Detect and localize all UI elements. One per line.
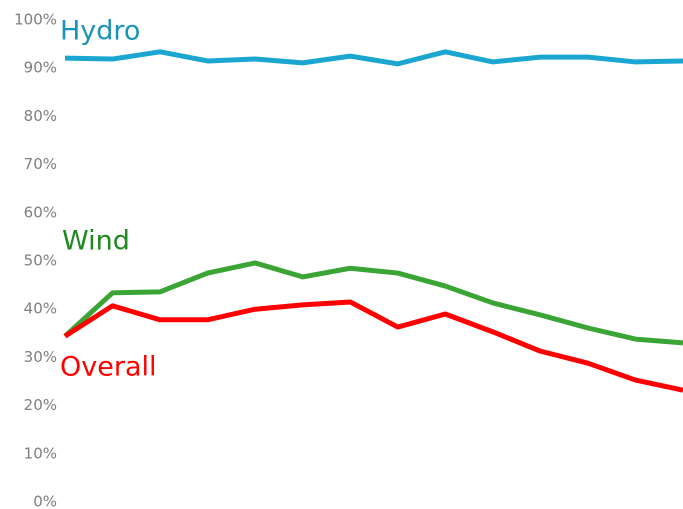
y-tick-label: 30% <box>24 348 57 366</box>
series-label: Overall <box>60 352 157 383</box>
y-tick-label: 90% <box>24 59 57 77</box>
series-label: Wind <box>62 226 130 257</box>
series-line <box>63 260 683 346</box>
y-tick-label: 10% <box>24 444 57 462</box>
series-line <box>64 49 683 67</box>
y-tick-label: 80% <box>24 107 57 125</box>
series-label: Hydro <box>60 16 140 47</box>
y-tick-label: 0% <box>33 493 57 509</box>
y-tick-label: 70% <box>24 155 57 173</box>
y-tick-label: 100% <box>14 11 57 29</box>
y-tick-label: 50% <box>24 252 57 270</box>
y-tick-label: 20% <box>24 396 57 414</box>
series-line <box>63 299 683 393</box>
y-tick-label: 40% <box>24 300 57 318</box>
y-tick-label: 60% <box>24 203 57 221</box>
